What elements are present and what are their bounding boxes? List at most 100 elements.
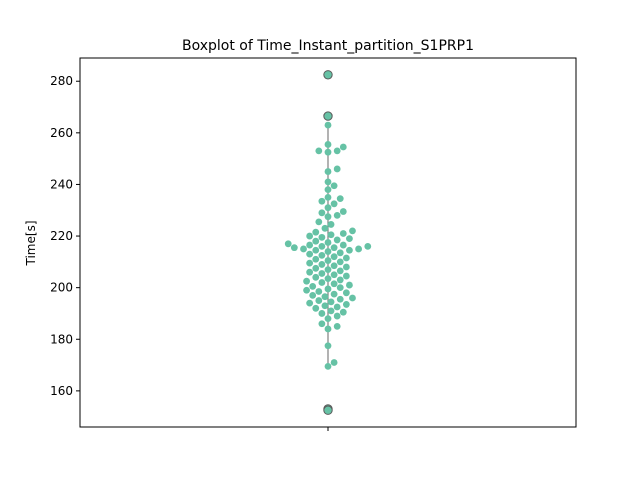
data-point — [330, 271, 338, 279]
data-point — [330, 280, 338, 288]
y-tick-label: 200 — [50, 281, 73, 295]
data-point — [327, 231, 335, 239]
data-point — [312, 304, 320, 312]
data-point — [339, 241, 347, 249]
data-point — [333, 165, 341, 173]
data-point — [324, 186, 332, 194]
data-point — [309, 282, 317, 290]
data-point — [318, 252, 326, 259]
data-point — [330, 244, 338, 252]
data-point — [312, 255, 320, 263]
chart-title: Boxplot of Time_Instant_partition_S1PRP1 — [182, 38, 474, 54]
data-point — [324, 239, 332, 246]
data-point — [339, 230, 347, 237]
data-point — [321, 224, 329, 232]
data-point — [303, 277, 310, 285]
data-point — [333, 303, 341, 311]
data-point — [306, 299, 314, 307]
data-point — [324, 248, 332, 255]
data-marks — [284, 70, 372, 415]
data-point — [324, 193, 332, 201]
y-tick-label: 280 — [50, 74, 73, 88]
data-point — [324, 141, 332, 148]
data-point — [312, 237, 320, 245]
data-point — [324, 275, 332, 283]
data-point — [327, 221, 335, 228]
data-point — [330, 253, 338, 261]
data-point — [290, 244, 298, 252]
y-tick-label: 240 — [50, 177, 73, 191]
data-point — [330, 359, 338, 366]
outlier-point — [323, 70, 333, 80]
y-tick-label: 180 — [50, 332, 73, 346]
data-point — [312, 273, 320, 281]
data-point — [333, 212, 341, 219]
data-point — [364, 242, 372, 250]
data-point — [303, 286, 310, 294]
data-point — [324, 178, 332, 186]
data-point — [306, 241, 314, 249]
data-point — [333, 236, 341, 244]
data-point — [324, 168, 332, 175]
data-point — [324, 266, 332, 273]
data-point — [321, 302, 329, 310]
data-point — [333, 147, 341, 155]
data-point — [355, 245, 362, 253]
data-point — [336, 258, 344, 266]
data-point — [333, 322, 341, 330]
data-point — [315, 218, 323, 226]
data-point — [336, 249, 344, 257]
data-point — [315, 147, 323, 155]
outlier-point — [323, 111, 333, 121]
data-point — [318, 209, 326, 217]
data-point — [312, 246, 320, 254]
y-tick-label: 160 — [50, 384, 73, 398]
data-point — [327, 298, 335, 306]
data-point — [330, 262, 338, 270]
y-axis: 160 180 200 220 240 260 280 — [50, 74, 80, 398]
data-point — [342, 272, 350, 280]
y-axis-label: Time[s] — [24, 221, 38, 267]
data-point — [336, 295, 344, 303]
data-point — [318, 270, 326, 277]
data-point — [324, 148, 332, 156]
data-point — [324, 325, 332, 333]
data-point — [312, 264, 320, 272]
data-point — [336, 276, 344, 284]
data-point — [318, 242, 326, 250]
data-point — [327, 307, 335, 315]
data-point — [318, 233, 326, 241]
outlier-point — [323, 405, 333, 415]
data-point — [342, 263, 350, 271]
data-point — [336, 195, 344, 203]
data-point — [324, 315, 332, 323]
data-point — [336, 284, 344, 292]
data-point — [321, 293, 329, 301]
data-point — [330, 182, 338, 190]
data-point — [346, 246, 353, 254]
data-point — [324, 285, 332, 293]
data-point — [339, 308, 347, 316]
data-point — [318, 310, 326, 317]
data-point — [346, 281, 353, 289]
data-point — [342, 254, 350, 262]
data-point — [324, 213, 332, 221]
data-point — [342, 301, 350, 308]
data-point — [324, 204, 332, 212]
data-point — [284, 240, 292, 248]
data-point — [318, 261, 326, 268]
data-point — [324, 342, 332, 350]
data-point — [339, 208, 347, 215]
data-point — [346, 235, 353, 243]
data-point — [349, 227, 356, 235]
data-point — [324, 362, 332, 370]
data-point — [339, 143, 347, 151]
data-point — [309, 291, 317, 299]
data-point — [318, 197, 326, 205]
data-point — [312, 228, 320, 236]
data-point — [336, 267, 344, 275]
data-point — [300, 245, 307, 253]
data-point — [324, 121, 332, 129]
